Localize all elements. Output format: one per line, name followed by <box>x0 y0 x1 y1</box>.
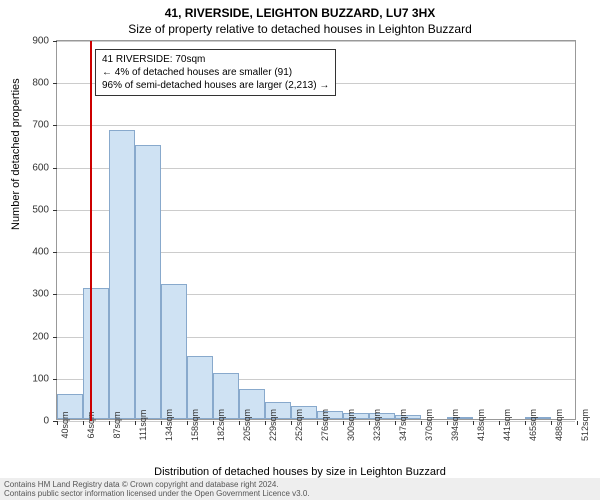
histogram-bar <box>135 145 160 419</box>
plot-area: 010020030040050060070080090040sqm64sqm87… <box>56 40 576 420</box>
gridline <box>57 41 575 42</box>
xtick-mark <box>473 421 474 425</box>
ytick-label: 700 <box>21 120 49 131</box>
xtick-label: 276sqm <box>320 409 330 441</box>
x-axis-title: Distribution of detached houses by size … <box>0 466 600 478</box>
xtick-mark <box>161 421 162 425</box>
xtick-mark <box>577 421 578 425</box>
xtick-mark <box>291 421 292 425</box>
ytick-mark <box>53 168 57 169</box>
ytick-mark <box>53 379 57 380</box>
chart-area: 010020030040050060070080090040sqm64sqm87… <box>56 40 576 420</box>
xtick-label: 111sqm <box>138 410 148 441</box>
xtick-mark <box>395 421 396 425</box>
ytick-label: 900 <box>21 36 49 47</box>
ytick-label: 200 <box>21 331 49 342</box>
info-box: 41 RIVERSIDE: 70sqm← 4% of detached hous… <box>95 49 336 96</box>
xtick-label: 40sqm <box>60 411 70 438</box>
footer-attribution: Contains HM Land Registry data © Crown c… <box>0 478 600 500</box>
xtick-label: 205sqm <box>242 409 252 441</box>
ytick-mark <box>53 337 57 338</box>
gridline <box>57 125 575 126</box>
ytick-mark <box>53 125 57 126</box>
xtick-label: 229sqm <box>268 409 278 441</box>
xtick-label: 300sqm <box>346 409 356 441</box>
xtick-label: 441sqm <box>502 409 512 441</box>
xtick-mark <box>187 421 188 425</box>
xtick-label: 465sqm <box>528 409 538 441</box>
xtick-label: 158sqm <box>190 409 200 441</box>
xtick-mark <box>109 421 110 425</box>
ytick-mark <box>53 210 57 211</box>
xtick-mark <box>213 421 214 425</box>
footer-line2: Contains public sector information licen… <box>4 489 596 498</box>
xtick-mark <box>525 421 526 425</box>
ytick-label: 500 <box>21 204 49 215</box>
xtick-mark <box>135 421 136 425</box>
xtick-label: 394sqm <box>450 409 460 441</box>
info-box-line1: 41 RIVERSIDE: 70sqm <box>102 53 329 66</box>
property-marker-line <box>90 41 92 421</box>
xtick-mark <box>499 421 500 425</box>
xtick-label: 134sqm <box>164 409 174 441</box>
xtick-label: 87sqm <box>112 411 122 438</box>
xtick-label: 370sqm <box>424 409 434 441</box>
chart-title-main: 41, RIVERSIDE, LEIGHTON BUZZARD, LU7 3HX <box>0 0 600 20</box>
xtick-label: 512sqm <box>580 409 590 441</box>
ytick-label: 100 <box>21 373 49 384</box>
xtick-label: 252sqm <box>294 409 304 441</box>
footer-line1: Contains HM Land Registry data © Crown c… <box>4 480 596 489</box>
chart-title-sub: Size of property relative to detached ho… <box>0 20 600 36</box>
ytick-label: 400 <box>21 247 49 258</box>
ytick-mark <box>53 294 57 295</box>
xtick-label: 488sqm <box>554 409 564 441</box>
ytick-label: 600 <box>21 162 49 173</box>
ytick-mark <box>53 41 57 42</box>
xtick-mark <box>83 421 84 425</box>
xtick-label: 182sqm <box>216 409 226 441</box>
xtick-label: 323sqm <box>372 409 382 441</box>
ytick-label: 300 <box>21 289 49 300</box>
histogram-bar <box>83 288 108 419</box>
ytick-label: 800 <box>21 78 49 89</box>
ytick-mark <box>53 252 57 253</box>
xtick-mark <box>369 421 370 425</box>
xtick-mark <box>421 421 422 425</box>
xtick-label: 418sqm <box>476 409 486 441</box>
histogram-bar <box>161 284 187 419</box>
ytick-label: 0 <box>21 416 49 427</box>
xtick-mark <box>57 421 58 425</box>
xtick-mark <box>551 421 552 425</box>
xtick-mark <box>317 421 318 425</box>
histogram-bar <box>109 130 135 419</box>
xtick-label: 347sqm <box>398 409 408 441</box>
info-box-line2: ← 4% of detached houses are smaller (91) <box>102 66 329 79</box>
xtick-mark <box>447 421 448 425</box>
xtick-mark <box>343 421 344 425</box>
ytick-mark <box>53 83 57 84</box>
info-box-line3: 96% of semi-detached houses are larger (… <box>102 79 329 92</box>
xtick-mark <box>265 421 266 425</box>
xtick-mark <box>239 421 240 425</box>
